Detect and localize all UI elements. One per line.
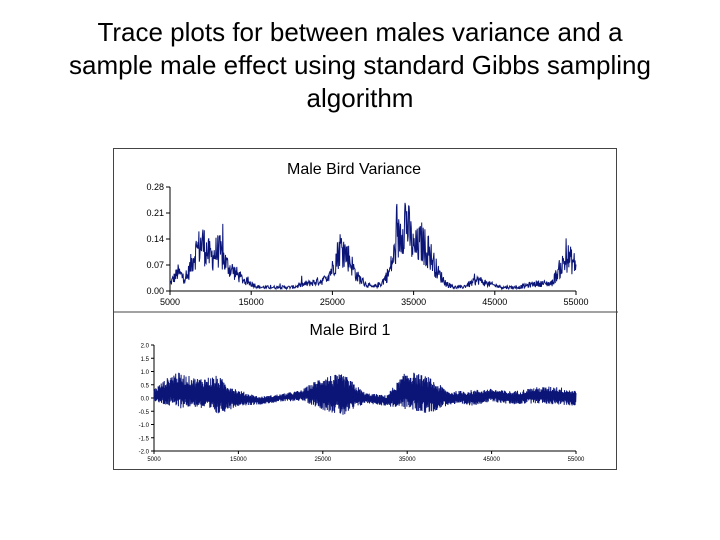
panel-2-y-tick-label: 0.0 <box>141 397 150 403</box>
panel-2-y-tick-label: -2.0 <box>139 450 150 456</box>
slide-title-line-1: Trace plots for between males variance a… <box>97 17 623 47</box>
panel-1-ticks: 0.00 0.07 0.14 0.21 0.28 5000 15000 25000 35000 4… <box>146 182 588 307</box>
panel-2-x-tick-label: 5000 <box>147 457 161 463</box>
panel-1-trace <box>169 202 577 291</box>
panel-1-y-tick-label: 0.14 <box>146 234 164 244</box>
panel-2-y-tick-label: 1.5 <box>141 357 150 363</box>
panel-1-x-tick-label: 45000 <box>482 297 507 307</box>
panel-2-x-tick-label: 35000 <box>399 457 416 463</box>
panel-1-x-tick-label: 5000 <box>160 297 180 307</box>
trace-plot-figure: Male Bird Variance 0.00 0.07 0.14 0.21 0.28 5… <box>113 148 618 470</box>
panel-2-x-tick-label: 45000 <box>483 457 500 463</box>
panel-1-x-tick-label: 35000 <box>401 297 426 307</box>
panel-1-y-tick-label: 0.00 <box>146 286 164 296</box>
panel-2-y-tick-label: -0.5 <box>139 410 150 416</box>
panel-1-y-tick-label: 0.07 <box>146 260 164 270</box>
panel-1-x-tick-label: 25000 <box>320 297 345 307</box>
panel-2-title: Male Bird 1 <box>310 322 391 339</box>
panel-1-y-tick-label: 0.21 <box>146 208 164 218</box>
panel-2-y-tick-label: -1.5 <box>139 436 150 442</box>
panel-2-y-tick-label: 2.0 <box>141 344 150 350</box>
panel-1-trace-line <box>169 202 577 291</box>
panel-2-y-tick-label: 1.0 <box>141 370 150 376</box>
panel-1-title: Male Bird Variance <box>287 161 421 178</box>
panel-2-x-tick-label: 25000 <box>314 457 331 463</box>
panel-1-x-tick-label: 55000 <box>563 297 588 307</box>
panel-2-trace <box>153 372 577 415</box>
panel-2-y-tick-label: 0.5 <box>141 383 150 389</box>
panel-2-ticks: -2.0 -1.5 -1.0 -0.5 0.0 0.5 1.0 1.5 2.0 5000 15000… <box>139 344 585 464</box>
slide-title-line-2: sample male effect using standard Gibbs … <box>69 50 651 80</box>
trace-plot-svg: Male Bird Variance 0.00 0.07 0.14 0.21 0.28 5… <box>114 161 618 464</box>
slide-title: Trace plots for between males variance a… <box>20 16 700 115</box>
panel-2-y-tick-label: -1.0 <box>139 423 150 429</box>
slide-title-line-3: algorithm <box>306 83 414 113</box>
panel-1-y-tick-label: 0.28 <box>146 182 164 192</box>
panel-2-x-tick-label: 15000 <box>230 457 247 463</box>
panel-2-x-tick-label: 55000 <box>568 457 585 463</box>
panel-2-trace-line <box>153 372 577 415</box>
panel-1-x-tick-label: 15000 <box>239 297 264 307</box>
